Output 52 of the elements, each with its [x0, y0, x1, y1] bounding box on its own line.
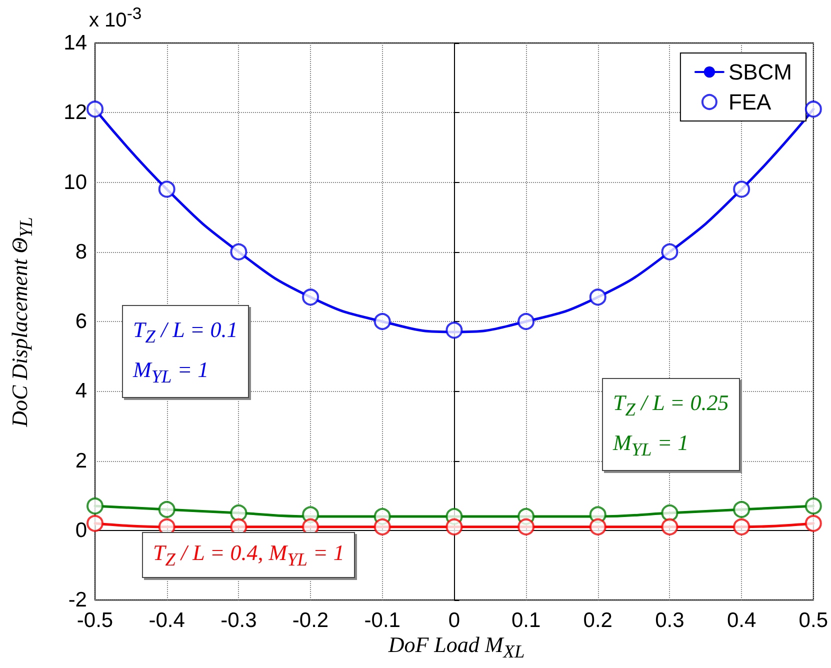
y-tick-label: 14 [64, 32, 88, 54]
point [733, 180, 750, 198]
x-tick-label: 0.5 [798, 609, 828, 632]
point [661, 243, 678, 260]
x-tick-label: -0.2 [292, 609, 329, 632]
x-tick-label: 0.4 [726, 609, 756, 632]
legend-label: SBCM [728, 60, 792, 84]
point [374, 313, 391, 330]
point [804, 514, 822, 532]
y-tick-label: 10 [64, 170, 87, 194]
point [158, 180, 176, 198]
annotation: T$_{Z}$ / L = 0.25 M$_{YL}$ = 1 [602, 378, 740, 472]
x-tick-label: -0.1 [364, 609, 400, 632]
point [661, 504, 678, 522]
x-tick-label: -0.3 [220, 609, 257, 632]
y-tick-label: 8 [75, 240, 87, 264]
point [86, 498, 104, 514]
y-tick-label: -2 [68, 588, 87, 612]
point [589, 518, 606, 536]
x-tick-label: -0.5 [76, 609, 114, 632]
annotation: T$_{Z}$ / L = 0.1 M$_{YL}$ = 1 [122, 305, 249, 398]
y-tick-label: 6 [75, 310, 87, 333]
x-tick-label: 0.3 [655, 609, 684, 632]
x-tick-label: 0.1 [511, 609, 541, 632]
point [86, 100, 104, 118]
point [230, 504, 248, 522]
point [302, 288, 320, 306]
point [446, 518, 463, 536]
point [804, 498, 822, 514]
point [804, 100, 822, 118]
point [661, 518, 678, 536]
point [518, 518, 535, 536]
y-tick-label: 2 [75, 449, 87, 472]
text: x 10$^{-3}$ [89, 4, 142, 33]
point [589, 288, 606, 306]
point [733, 518, 750, 536]
legend-label: FEA [728, 90, 772, 114]
y-tick-label: 12 [64, 101, 87, 124]
point [446, 322, 463, 339]
x-tick-label: -0.4 [148, 609, 186, 632]
annotation: T$_{Z}$ / L = 0.4, M$_{YL}$ = 1 [142, 532, 356, 578]
x-tick-label: 0 [448, 609, 460, 632]
x-axis-title: DoF Load M$_{XL}$ [388, 632, 525, 662]
point [86, 514, 104, 532]
point [230, 243, 248, 260]
point [374, 518, 391, 536]
y-tick-label: 0 [75, 518, 87, 542]
point [158, 500, 176, 518]
x-tick-label: 0.2 [583, 609, 612, 632]
point [733, 500, 750, 518]
point [518, 313, 535, 330]
y-tick-label: 4 [75, 380, 88, 403]
